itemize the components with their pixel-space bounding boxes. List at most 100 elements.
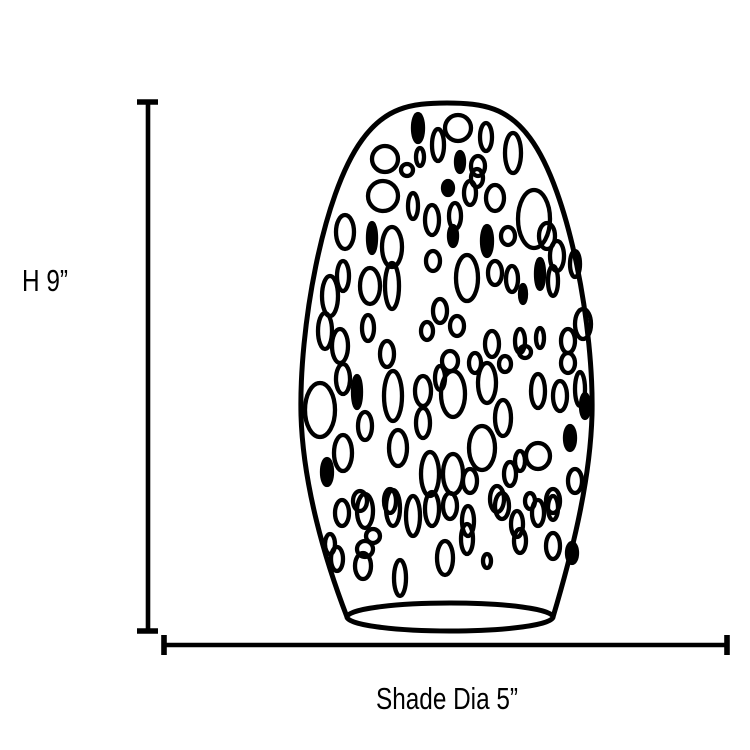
- bubble: [564, 540, 580, 566]
- bubble: [502, 130, 524, 176]
- bubble-pattern: [302, 111, 594, 599]
- bubble: [423, 248, 443, 274]
- bubble: [440, 490, 460, 522]
- bubble: [479, 223, 495, 259]
- bubble: [480, 551, 494, 571]
- bubble: [329, 326, 351, 366]
- bubble: [422, 489, 442, 529]
- bubble: [459, 503, 477, 539]
- bubble: [403, 493, 423, 539]
- bubble: [523, 440, 553, 472]
- bubble: [578, 391, 592, 421]
- bubble: [382, 260, 402, 312]
- shade-outline: [298, 100, 595, 634]
- bubble: [413, 405, 433, 441]
- bubble: [447, 313, 467, 339]
- bubble: [334, 258, 352, 294]
- bubble: [422, 202, 442, 238]
- bubble: [391, 557, 409, 599]
- bubble: [418, 449, 442, 499]
- bubble: [379, 224, 405, 270]
- bubble: [413, 145, 427, 169]
- bubble: [503, 263, 521, 295]
- bubble: [333, 212, 357, 252]
- bubble: [350, 373, 364, 411]
- bubble: [405, 190, 421, 222]
- bubble: [466, 350, 484, 376]
- bubble: [453, 149, 467, 175]
- bubble: [350, 488, 370, 514]
- bubble: [429, 126, 447, 164]
- bubble: [319, 456, 335, 488]
- diameter-label: Shade Dia 5”: [376, 681, 518, 716]
- bubble: [386, 427, 410, 469]
- bubble: [492, 490, 512, 522]
- bubble: [412, 373, 434, 409]
- bubble: [533, 256, 547, 292]
- bubble: [440, 451, 466, 497]
- bubble: [369, 143, 401, 175]
- shade-bottom-rim: [344, 600, 556, 634]
- bubble: [533, 325, 547, 351]
- bubble: [511, 526, 529, 556]
- diameter-dimension-line: [161, 635, 730, 655]
- bubble: [418, 319, 436, 343]
- bubble: [516, 343, 534, 361]
- bubble: [498, 224, 518, 248]
- bubble: [572, 306, 594, 342]
- bubble: [328, 544, 346, 574]
- bubble: [460, 466, 480, 496]
- bubble: [365, 178, 401, 214]
- bubble: [359, 312, 377, 344]
- bubble: [365, 220, 379, 256]
- bubble: [319, 273, 341, 319]
- bubble: [477, 120, 495, 154]
- bubble: [485, 258, 505, 288]
- bubble: [410, 111, 426, 145]
- shade-body-path: [298, 100, 595, 620]
- bubble: [512, 448, 528, 474]
- bubble: [543, 530, 563, 562]
- bubble: [492, 397, 514, 439]
- bubble: [355, 409, 375, 443]
- bubble: [383, 487, 403, 529]
- bubble: [558, 326, 578, 356]
- bubble: [529, 497, 547, 529]
- bubble: [357, 265, 383, 307]
- bubble: [508, 508, 526, 540]
- bubble: [466, 423, 498, 473]
- bubble: [558, 350, 578, 376]
- bubble: [501, 459, 519, 489]
- bubble: [468, 166, 486, 190]
- bubble: [458, 521, 476, 557]
- bubble: [550, 378, 570, 414]
- bubble: [438, 368, 468, 420]
- bubble: [453, 252, 481, 304]
- bubble: [517, 282, 529, 306]
- bubble: [352, 550, 374, 582]
- height-dimension-line: [137, 99, 158, 634]
- bubble: [515, 187, 553, 251]
- bubble: [440, 178, 456, 198]
- bubble: [381, 368, 405, 424]
- bubble: [446, 223, 460, 249]
- bubble: [496, 353, 514, 375]
- bubble: [354, 491, 376, 531]
- height-label: H 9”: [22, 263, 68, 298]
- bubble: [545, 493, 561, 523]
- bubble: [333, 361, 353, 397]
- bubble: [565, 466, 585, 496]
- bubble: [442, 112, 474, 144]
- bubble: [482, 328, 502, 360]
- bubble: [377, 338, 397, 370]
- bubble: [536, 220, 558, 252]
- bubble: [545, 263, 561, 299]
- bubble: [398, 161, 416, 179]
- bubble: [434, 538, 456, 578]
- bubble: [562, 423, 578, 453]
- bubble: [332, 497, 352, 529]
- bubble: [543, 486, 563, 516]
- bubble: [483, 182, 507, 214]
